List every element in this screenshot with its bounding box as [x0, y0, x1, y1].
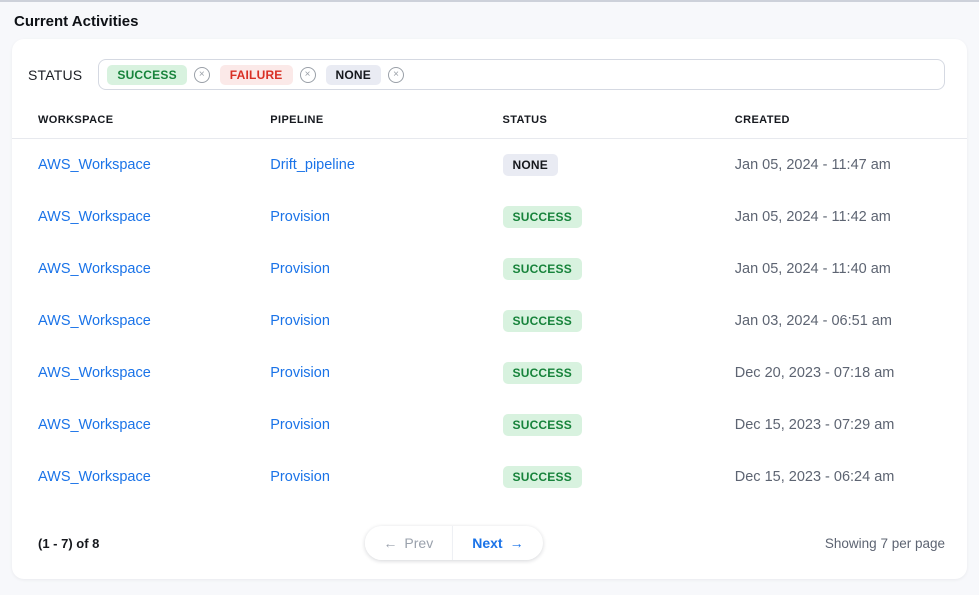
prev-button[interactable]: ← Prev — [364, 526, 454, 560]
remove-tag-icon[interactable]: × — [193, 66, 210, 83]
workspace-link[interactable]: AWS_Workspace — [38, 365, 151, 381]
per-page-text: Showing 7 per page — [824, 535, 945, 551]
status-badge: SUCCESS — [502, 414, 582, 436]
pipeline-link[interactable]: Drift_pipeline — [270, 157, 355, 173]
current-activities-panel: STATUS SUCCESS × FAILURE × NONE × WORKSP… — [12, 39, 967, 579]
pipeline-link[interactable]: Provision — [270, 209, 330, 225]
next-button[interactable]: Next → — [453, 526, 543, 560]
column-header-pipeline: PIPELINE — [270, 114, 324, 126]
table-row: AWS_Workspace Provision SUCCESS Jan 05, … — [12, 191, 967, 243]
pagination-footer: (1 - 7) of 8 ← Prev Next → Showing 7 per… — [12, 515, 967, 579]
table-row: AWS_Workspace Provision SUCCESS Jan 05, … — [12, 243, 967, 295]
created-timestamp: Jan 05, 2024 - 11:47 am — [734, 157, 891, 173]
column-header-status: STATUS — [502, 114, 548, 126]
table-row: AWS_Workspace Provision SUCCESS Jan 03, … — [12, 295, 967, 347]
status-filter-label: STATUS — [28, 66, 83, 83]
table-row: AWS_Workspace Drift_pipeline NONE Jan 05… — [12, 139, 967, 191]
status-badge: SUCCESS — [502, 466, 582, 488]
status-filter-input[interactable]: SUCCESS × FAILURE × NONE × — [98, 59, 945, 90]
pipeline-link[interactable]: Provision — [270, 469, 330, 485]
pipeline-link[interactable]: Provision — [270, 261, 330, 277]
column-header-created: CREATED — [734, 114, 790, 126]
created-timestamp: Dec 15, 2023 - 07:29 am — [734, 417, 895, 433]
status-filter-tag: NONE — [325, 64, 381, 85]
table-row: AWS_Workspace Provision SUCCESS Dec 20, … — [12, 347, 967, 399]
pipeline-link[interactable]: Provision — [270, 365, 330, 381]
workspace-link[interactable]: AWS_Workspace — [38, 313, 151, 329]
pipeline-link[interactable]: Provision — [270, 313, 330, 329]
remove-tag-icon[interactable]: × — [299, 66, 316, 83]
created-timestamp: Jan 05, 2024 - 11:42 am — [734, 209, 891, 225]
created-timestamp: Dec 15, 2023 - 06:24 am — [734, 469, 895, 485]
page-title: Current Activities — [14, 13, 139, 30]
arrow-right-icon: → — [509, 535, 524, 551]
status-badge: NONE — [502, 154, 558, 176]
remove-tag-icon[interactable]: × — [388, 66, 404, 83]
status-badge: SUCCESS — [502, 206, 582, 228]
workspace-link[interactable]: AWS_Workspace — [38, 157, 151, 173]
pager-control: ← Prev Next → — [364, 526, 543, 560]
workspace-link[interactable]: AWS_Workspace — [38, 417, 151, 433]
table-body: AWS_Workspace Drift_pipeline NONE Jan 05… — [12, 139, 967, 503]
status-filter-tag: FAILURE — [219, 64, 293, 85]
column-header-workspace: WORKSPACE — [38, 114, 114, 126]
status-badge: SUCCESS — [502, 258, 582, 280]
pipeline-link[interactable]: Provision — [270, 417, 330, 433]
status-filter-tag: SUCCESS — [107, 64, 187, 85]
created-timestamp: Jan 03, 2024 - 06:51 am — [734, 313, 892, 329]
pagination-range: (1 - 7) of 8 — [38, 535, 100, 551]
table-row: AWS_Workspace Provision SUCCESS Dec 15, … — [12, 399, 967, 451]
workspace-link[interactable]: AWS_Workspace — [38, 209, 151, 225]
status-badge: SUCCESS — [502, 362, 582, 384]
table-header-row: WORKSPACE PIPELINE STATUS CREATED — [12, 90, 967, 139]
status-filter-row: STATUS SUCCESS × FAILURE × NONE × — [12, 39, 967, 90]
prev-button-label: Prev — [404, 535, 434, 551]
workspace-link[interactable]: AWS_Workspace — [38, 469, 151, 485]
next-button-label: Next — [472, 535, 503, 551]
created-timestamp: Dec 20, 2023 - 07:18 am — [734, 365, 895, 381]
created-timestamp: Jan 05, 2024 - 11:40 am — [734, 261, 891, 277]
workspace-link[interactable]: AWS_Workspace — [38, 261, 151, 277]
status-badge: SUCCESS — [502, 310, 582, 332]
arrow-left-icon: ← — [383, 535, 398, 551]
table-row: AWS_Workspace Provision SUCCESS Dec 15, … — [12, 451, 967, 503]
